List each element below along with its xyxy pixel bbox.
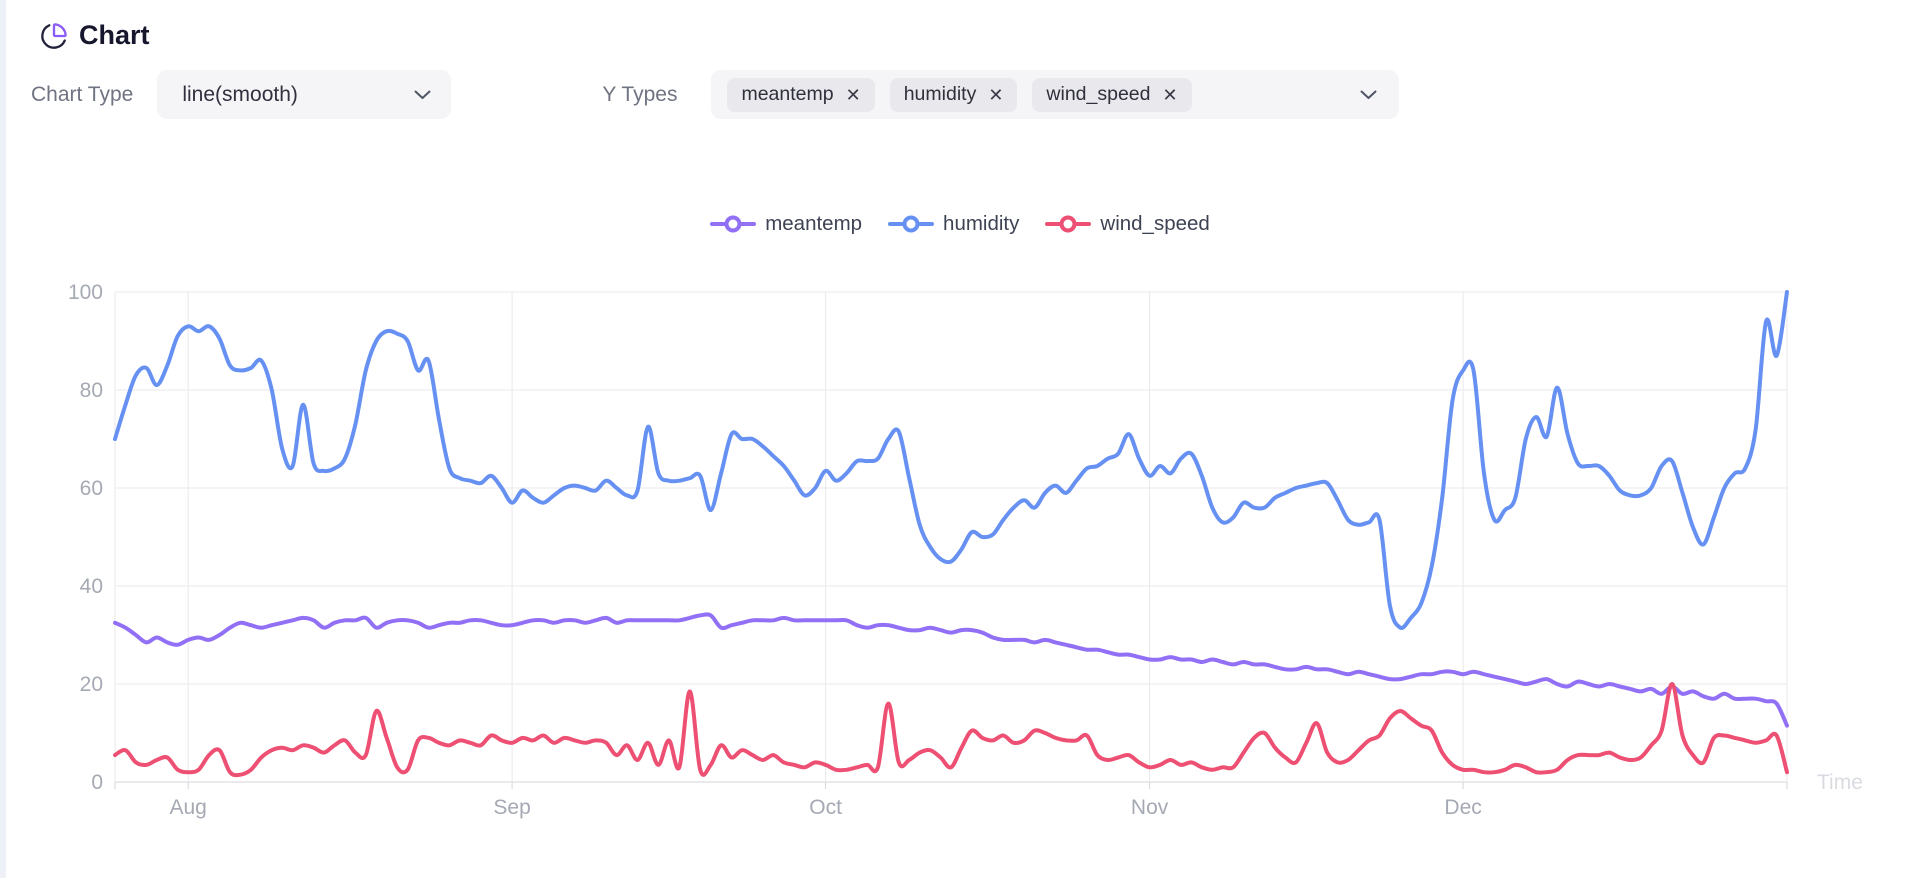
x-axis-label-Oct: Oct (809, 796, 842, 819)
chart-legend: meantemp humidity wind_speed (0, 210, 1920, 238)
remove-icon[interactable]: ✕ (988, 84, 1004, 105)
chevron-down-icon (414, 90, 431, 99)
legend-marker-humidity (888, 215, 935, 233)
page-edge-strip (0, 0, 6, 878)
legend-label: meantemp (765, 212, 863, 235)
legend-item-humidity[interactable]: humidity (888, 212, 1019, 236)
x-axis-label-Nov: Nov (1131, 796, 1169, 819)
x-axis-label-Dec: Dec (1444, 796, 1481, 819)
x-axis-title: Time (1817, 771, 1863, 794)
legend-label: humidity (943, 212, 1020, 235)
y-axis-label: 40 (80, 575, 103, 598)
y-axis-label: 60 (80, 477, 103, 500)
series-line-humidity (113, 290, 1789, 630)
page-header: Chart (40, 20, 150, 51)
y-type-tag[interactable]: wind_speed ✕ (1032, 77, 1192, 112)
page-title: Chart (79, 20, 150, 50)
legend-label: wind_speed (1100, 212, 1210, 235)
y-type-tag[interactable]: humidity ✕ (889, 77, 1018, 112)
chart-type-value: line(smooth) (182, 82, 298, 106)
controls-row: Chart Type line(smooth) Y Types meantemp… (31, 70, 1400, 119)
x-axis-label-Aug: Aug (170, 796, 207, 819)
remove-icon[interactable]: ✕ (845, 84, 861, 105)
y-type-tag-label: meantemp (741, 83, 834, 105)
x-axis-label-Sep: Sep (493, 796, 530, 819)
y-axis-label: 100 (68, 281, 103, 304)
pie-chart-icon (41, 22, 67, 49)
legend-item-wind_speed[interactable]: wind_speed (1045, 212, 1210, 236)
y-type-tag-label: humidity (903, 83, 977, 105)
legend-marker-wind_speed (1045, 215, 1092, 233)
y-types-select[interactable]: meantemp ✕ humidity ✕ wind_speed ✕ (711, 70, 1400, 119)
y-type-tag-label: wind_speed (1046, 83, 1151, 105)
legend-item-meantemp[interactable]: meantemp (710, 212, 862, 236)
chart-type-select[interactable]: line(smooth) (157, 70, 452, 119)
y-axis-label: 80 (80, 379, 103, 402)
chart-type-label: Chart Type (31, 82, 134, 106)
series-line-meantemp (113, 612, 1789, 728)
remove-icon[interactable]: ✕ (1162, 84, 1178, 105)
chevron-down-icon (1360, 90, 1377, 99)
legend-marker-meantemp (710, 215, 757, 233)
y-axis-label: 0 (91, 771, 103, 794)
y-type-tag[interactable]: meantemp ✕ (727, 77, 875, 112)
y-axis-label: 20 (80, 673, 103, 696)
y-types-label: Y Types (602, 82, 678, 106)
series-line-wind_speed (113, 681, 1789, 778)
